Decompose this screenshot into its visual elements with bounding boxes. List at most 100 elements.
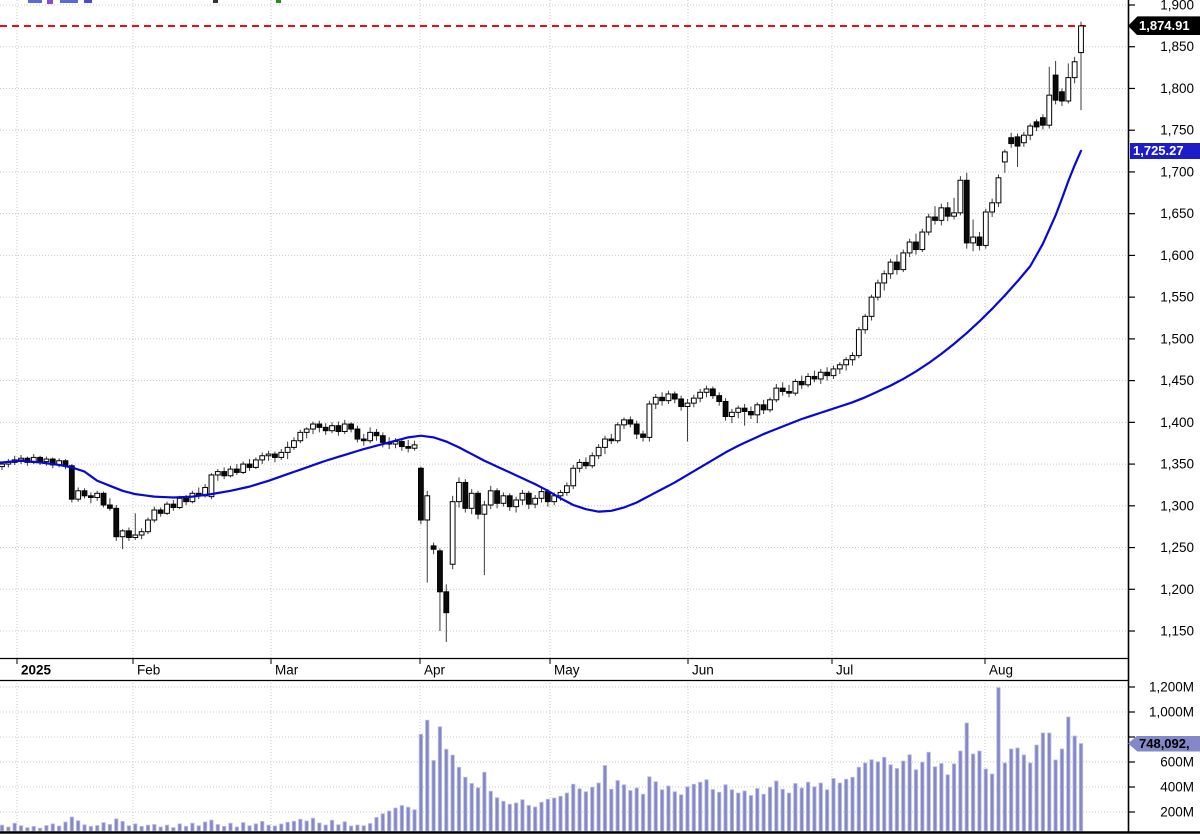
volume-bar[interactable] [279, 823, 284, 832]
candle-down[interactable] [360, 438, 367, 442]
candle-up[interactable] [563, 485, 570, 493]
volume-bar[interactable] [393, 807, 398, 832]
candle-down[interactable] [107, 504, 113, 509]
volume-bar[interactable] [990, 773, 995, 832]
volume-bar[interactable] [482, 771, 487, 832]
volume-bar[interactable] [222, 825, 227, 832]
volume-bar[interactable] [1040, 732, 1046, 832]
volume-bar[interactable] [114, 818, 119, 832]
volume-bar[interactable] [463, 776, 468, 832]
candle-up[interactable] [0, 463, 5, 468]
candle-up[interactable] [1071, 61, 1078, 79]
candle-up[interactable] [982, 211, 989, 246]
candle-up[interactable] [805, 375, 811, 386]
candle-up[interactable] [259, 455, 266, 461]
volume-bar[interactable] [374, 817, 379, 832]
volume-bar[interactable] [1028, 762, 1033, 832]
volume-bar[interactable] [437, 726, 443, 832]
candle-down[interactable] [824, 371, 831, 377]
candle-down[interactable] [627, 419, 634, 425]
candle-down[interactable] [741, 407, 748, 413]
candle-up[interactable] [1020, 134, 1027, 144]
candle-up[interactable] [868, 296, 875, 317]
candle-down[interactable] [760, 404, 767, 411]
volume-bar[interactable] [818, 782, 823, 832]
volume-bar[interactable] [755, 788, 760, 832]
candle-down[interactable] [183, 497, 189, 503]
volume-bar[interactable] [18, 825, 24, 832]
volume-bar[interactable] [552, 797, 557, 832]
candle-up[interactable] [703, 388, 710, 393]
volume-bar[interactable] [380, 813, 385, 832]
volume-bar[interactable] [812, 786, 817, 832]
candle-down[interactable] [437, 550, 443, 593]
candle-up[interactable] [513, 499, 520, 508]
volume-bar[interactable] [12, 822, 17, 832]
candle-up[interactable] [874, 282, 881, 298]
candle-down[interactable] [798, 380, 805, 386]
volume-bar[interactable] [742, 790, 747, 832]
candle-up[interactable] [214, 471, 221, 476]
volume-bar[interactable] [31, 825, 36, 832]
volume-bar[interactable] [183, 825, 189, 832]
candle-down[interactable] [443, 591, 450, 614]
candle-up[interactable] [1027, 125, 1034, 136]
candle-up[interactable] [75, 490, 82, 500]
volume-bar[interactable] [126, 825, 132, 832]
candle-up[interactable] [151, 509, 158, 521]
time-axis[interactable]: 2025 Feb Mar Apr May Jun Jul Aug [16, 658, 1013, 678]
volume-bar[interactable] [901, 760, 906, 832]
candle-up[interactable] [449, 501, 456, 565]
volume-bar[interactable] [723, 784, 728, 832]
volume-bar[interactable] [323, 824, 328, 832]
candle-up[interactable] [43, 458, 50, 463]
candle-down[interactable] [126, 530, 132, 539]
candle-down[interactable] [976, 236, 983, 246]
candle-up[interactable] [278, 451, 285, 458]
volume-bar[interactable] [837, 782, 842, 832]
volume-bar[interactable] [571, 783, 576, 832]
candle-up[interactable] [487, 490, 494, 506]
candle-up[interactable] [830, 368, 837, 377]
volume-bar[interactable] [1002, 762, 1007, 832]
candle-up[interactable] [310, 423, 316, 430]
volume-bar[interactable] [717, 791, 722, 832]
volume-bar[interactable] [209, 819, 214, 832]
volume-bar[interactable] [361, 825, 366, 832]
volume-bar[interactable] [202, 821, 208, 832]
volume-bar[interactable] [57, 825, 62, 832]
candle-up[interactable] [138, 531, 145, 536]
candle-down[interactable] [354, 428, 361, 440]
candle-up[interactable] [887, 261, 894, 275]
candle-up[interactable] [456, 481, 462, 503]
volume-bar[interactable] [406, 806, 411, 832]
volume-bar[interactable] [659, 789, 665, 832]
volume-bar[interactable] [577, 788, 582, 832]
volume-bar[interactable] [825, 789, 830, 832]
volume-axis[interactable]: 1,200M 1,000M 600M 400M 200M [1128, 680, 1194, 820]
volume-bar[interactable] [456, 766, 462, 832]
volume-bar[interactable] [69, 816, 74, 832]
candle-down[interactable] [659, 396, 665, 402]
candle-up[interactable] [773, 387, 780, 401]
candle-up[interactable] [602, 438, 608, 448]
candle-down[interactable] [583, 461, 589, 467]
volume-bar[interactable] [507, 803, 512, 832]
volume-bar[interactable] [399, 805, 404, 832]
candle-up[interactable] [1065, 77, 1072, 102]
candle-up[interactable] [836, 364, 843, 370]
volume-bar[interactable] [298, 818, 303, 832]
volume-bar[interactable] [875, 761, 880, 832]
candle-down[interactable] [678, 398, 685, 407]
volume-bar[interactable] [387, 810, 392, 832]
candle-up[interactable] [468, 492, 475, 509]
volume-bar[interactable] [786, 792, 792, 832]
candle-up[interactable] [367, 431, 374, 442]
candle-down[interactable] [525, 492, 532, 505]
candle-up[interactable] [119, 530, 126, 538]
volume-bar[interactable] [780, 788, 785, 832]
candle-down[interactable] [246, 463, 253, 468]
volume-bar[interactable] [951, 763, 957, 832]
candle-up[interactable] [792, 380, 799, 394]
volume-bar[interactable] [945, 774, 950, 832]
